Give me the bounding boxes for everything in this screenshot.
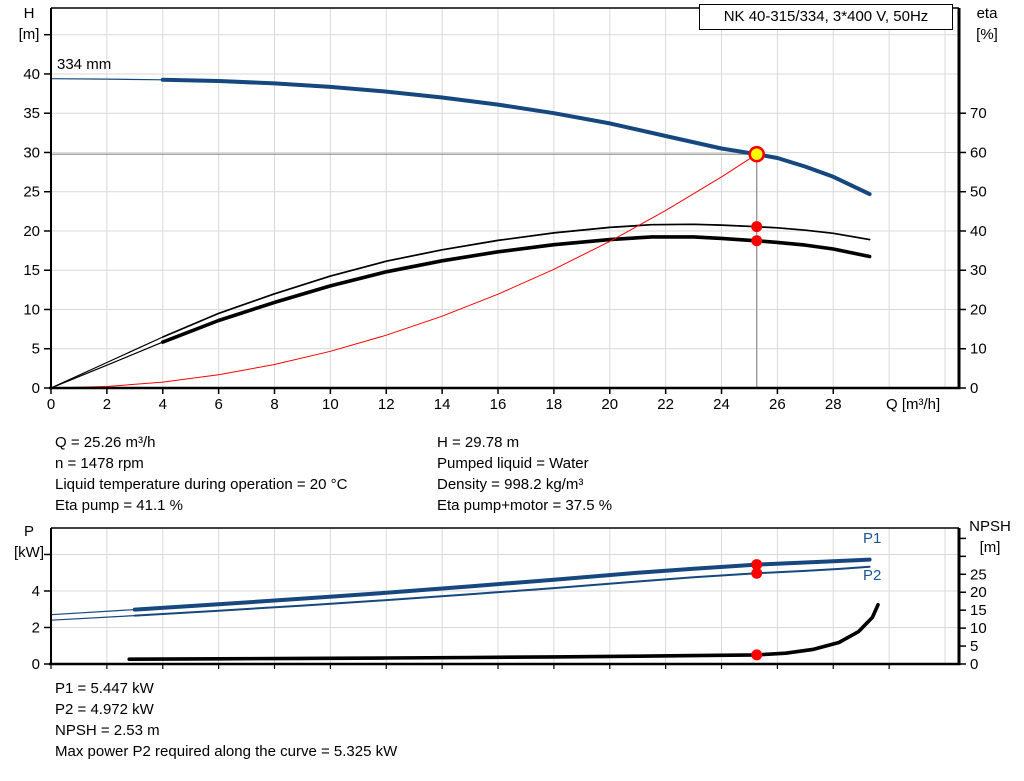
eta-pump-motor-point-marker (751, 235, 763, 247)
x-tick-label: 4 (159, 396, 167, 413)
p-axis-label: P [kW] (14, 523, 44, 561)
pump-title-box: NK 40-315/334, 3*400 V, 50Hz (699, 4, 953, 30)
p1-curve (132, 557, 872, 612)
left-tick-label: 0 (32, 656, 40, 673)
right-tick-label: 40 (970, 223, 987, 240)
right-tick-label: 50 (970, 184, 987, 201)
right-tick-label: 60 (970, 144, 987, 161)
eta-axis-label: eta [%] (976, 5, 998, 43)
dutypoint-info-left: Q = 25.26 m³/h n = 1478 rpm Liquid tempera… (55, 432, 347, 516)
x-tick-label: 24 (713, 396, 730, 413)
npsh-point-marker (751, 649, 763, 661)
right-tick-label: 10 (970, 341, 987, 358)
info-line: Eta pump = 41.1 % (55, 497, 183, 514)
x-tick-label: 20 (601, 396, 618, 413)
right-tick-label: 20 (970, 584, 987, 601)
info-line: Eta pump+motor = 37.5 % (437, 497, 613, 514)
p2-curve (133, 565, 871, 617)
eta-pump-curve-thin (50, 223, 871, 389)
x-tick-label: 10 (322, 396, 339, 413)
q-axis-label: Q [m³/h] (886, 396, 941, 413)
left-tick-label: 30 (23, 144, 40, 161)
right-tick-label: 0 (970, 656, 978, 673)
x-tick-label: 6 (214, 396, 222, 413)
x-tick-label: 2 (103, 396, 111, 413)
p1-curve-label: P1 (863, 530, 882, 547)
info-line: Density = 998.2 kg/m³ (437, 476, 584, 493)
info-line: Pumped liquid = Water (437, 455, 589, 472)
x-tick-label: 16 (490, 396, 507, 413)
left-tick-label: 35 (23, 105, 40, 122)
left-tick-label: 20 (23, 223, 40, 240)
info-line: NPSH = 2.53 m (55, 722, 160, 739)
right-tick-label: 5 (970, 638, 978, 655)
left-tick-label: 0 (32, 380, 40, 397)
left-tick-label: 5 (32, 341, 40, 358)
system-curve (50, 153, 758, 389)
left-tick-label: 15 (23, 262, 40, 279)
right-tick-label: 10 (970, 620, 987, 637)
right-tick-label: 70 (970, 105, 987, 122)
left-tick-label: 40 (23, 66, 40, 83)
x-tick-label: 22 (657, 396, 674, 413)
head-curve-334mm-thin (50, 78, 871, 195)
dutypoint-info-right: H = 29.78 m Pumped liquid = Water Density … (437, 432, 612, 516)
eta-pump-curve (161, 223, 871, 338)
left-tick-label: 10 (23, 301, 40, 318)
head-curve-334mm (160, 77, 872, 197)
x-tick-label: 18 (546, 396, 563, 413)
left-tick-label: 2 (32, 619, 40, 636)
left-tick-label: 25 (23, 184, 40, 201)
duty-point-marker (748, 145, 766, 163)
info-line: Max power P2 required along the curve = … (55, 743, 398, 760)
eta-pump-motor-curve (161, 235, 872, 344)
npsh-curve (127, 602, 880, 662)
p2-curve-label: P2 (863, 567, 882, 584)
p2-point-marker (751, 567, 763, 579)
info-line: P2 = 4.972 kW (55, 701, 154, 718)
x-tick-label: 28 (825, 396, 842, 413)
eta-pump-point-marker (751, 221, 763, 233)
info-line: n = 1478 rpm (55, 455, 144, 472)
info-line: Liquid temperature during operation = 20… (55, 476, 348, 493)
left-tick-label: 4 (32, 583, 40, 600)
info-line: P1 = 5.447 kW (55, 680, 154, 697)
power-info-block: P1 = 5.447 kW P2 = 4.972 kW NPSH = 2.53 m M… (55, 678, 397, 762)
info-line: Q = 25.26 m³/h (55, 434, 156, 451)
h-axis-label: H [m] (18, 5, 40, 43)
right-tick-label: 0 (970, 380, 978, 397)
x-tick-label: 0 (47, 396, 55, 413)
right-tick-label: 30 (970, 262, 987, 279)
p1-point-marker (751, 559, 763, 571)
x-tick-label: 14 (434, 396, 451, 413)
npsh-axis-label: NPSH [m] (969, 518, 1011, 556)
right-tick-label: 15 (970, 602, 987, 619)
impeller-diameter-label: 334 mm (57, 56, 112, 73)
x-tick-label: 26 (769, 396, 786, 413)
right-tick-label: 20 (970, 301, 987, 318)
info-line: H = 29.78 m (437, 434, 520, 451)
x-tick-label: 12 (378, 396, 395, 413)
x-tick-label: 8 (270, 396, 278, 413)
right-tick-label: 25 (970, 566, 987, 583)
